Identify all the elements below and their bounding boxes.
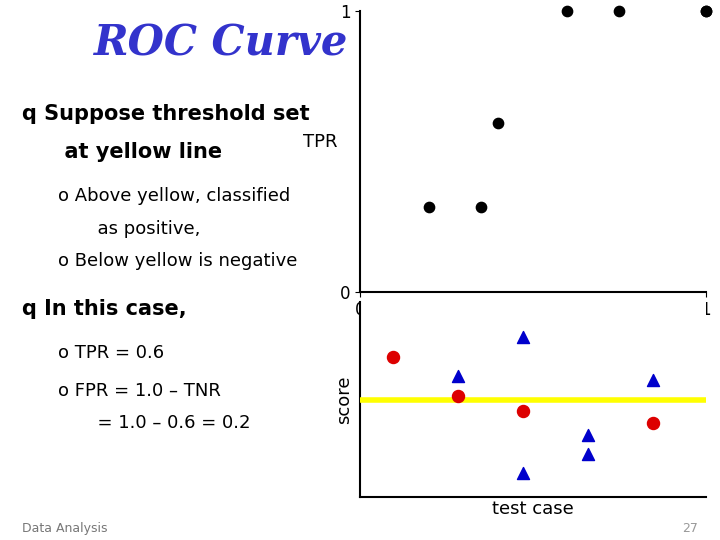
Text: at yellow line: at yellow line	[50, 142, 222, 162]
Point	[648, 376, 660, 384]
Text: q In this case,: q In this case,	[22, 299, 186, 319]
Text: 27: 27	[683, 522, 698, 535]
Point	[648, 418, 660, 427]
Point	[423, 203, 435, 212]
Point	[387, 353, 398, 361]
Point	[492, 119, 504, 127]
Y-axis label: TPR: TPR	[303, 133, 338, 151]
Text: o Above yellow, classified: o Above yellow, classified	[58, 187, 290, 205]
Point	[452, 392, 464, 400]
Text: o Below yellow is negative: o Below yellow is negative	[58, 252, 297, 270]
Text: q Suppose threshold set: q Suppose threshold set	[22, 104, 309, 124]
Text: Data Analysis: Data Analysis	[22, 522, 107, 535]
Point	[475, 203, 487, 212]
Point	[517, 469, 528, 478]
Text: o FPR = 1.0 – TNR: o FPR = 1.0 – TNR	[58, 382, 220, 400]
Point	[582, 450, 594, 458]
Point	[562, 6, 573, 15]
X-axis label: test case: test case	[492, 500, 574, 517]
Point	[700, 6, 711, 15]
Point	[582, 430, 594, 439]
Text: = 1.0 – 0.6 = 0.2: = 1.0 – 0.6 = 0.2	[86, 414, 251, 432]
Y-axis label: score: score	[335, 375, 353, 424]
Point	[517, 407, 528, 416]
Point	[613, 6, 625, 15]
Point	[700, 6, 711, 15]
Text: o TPR = 0.6: o TPR = 0.6	[58, 344, 163, 362]
Text: as positive,: as positive,	[86, 220, 201, 238]
Point	[452, 372, 464, 381]
Text: ROC Curve: ROC Curve	[94, 23, 348, 65]
X-axis label: FPR: FPR	[516, 322, 549, 340]
Point	[517, 333, 528, 342]
